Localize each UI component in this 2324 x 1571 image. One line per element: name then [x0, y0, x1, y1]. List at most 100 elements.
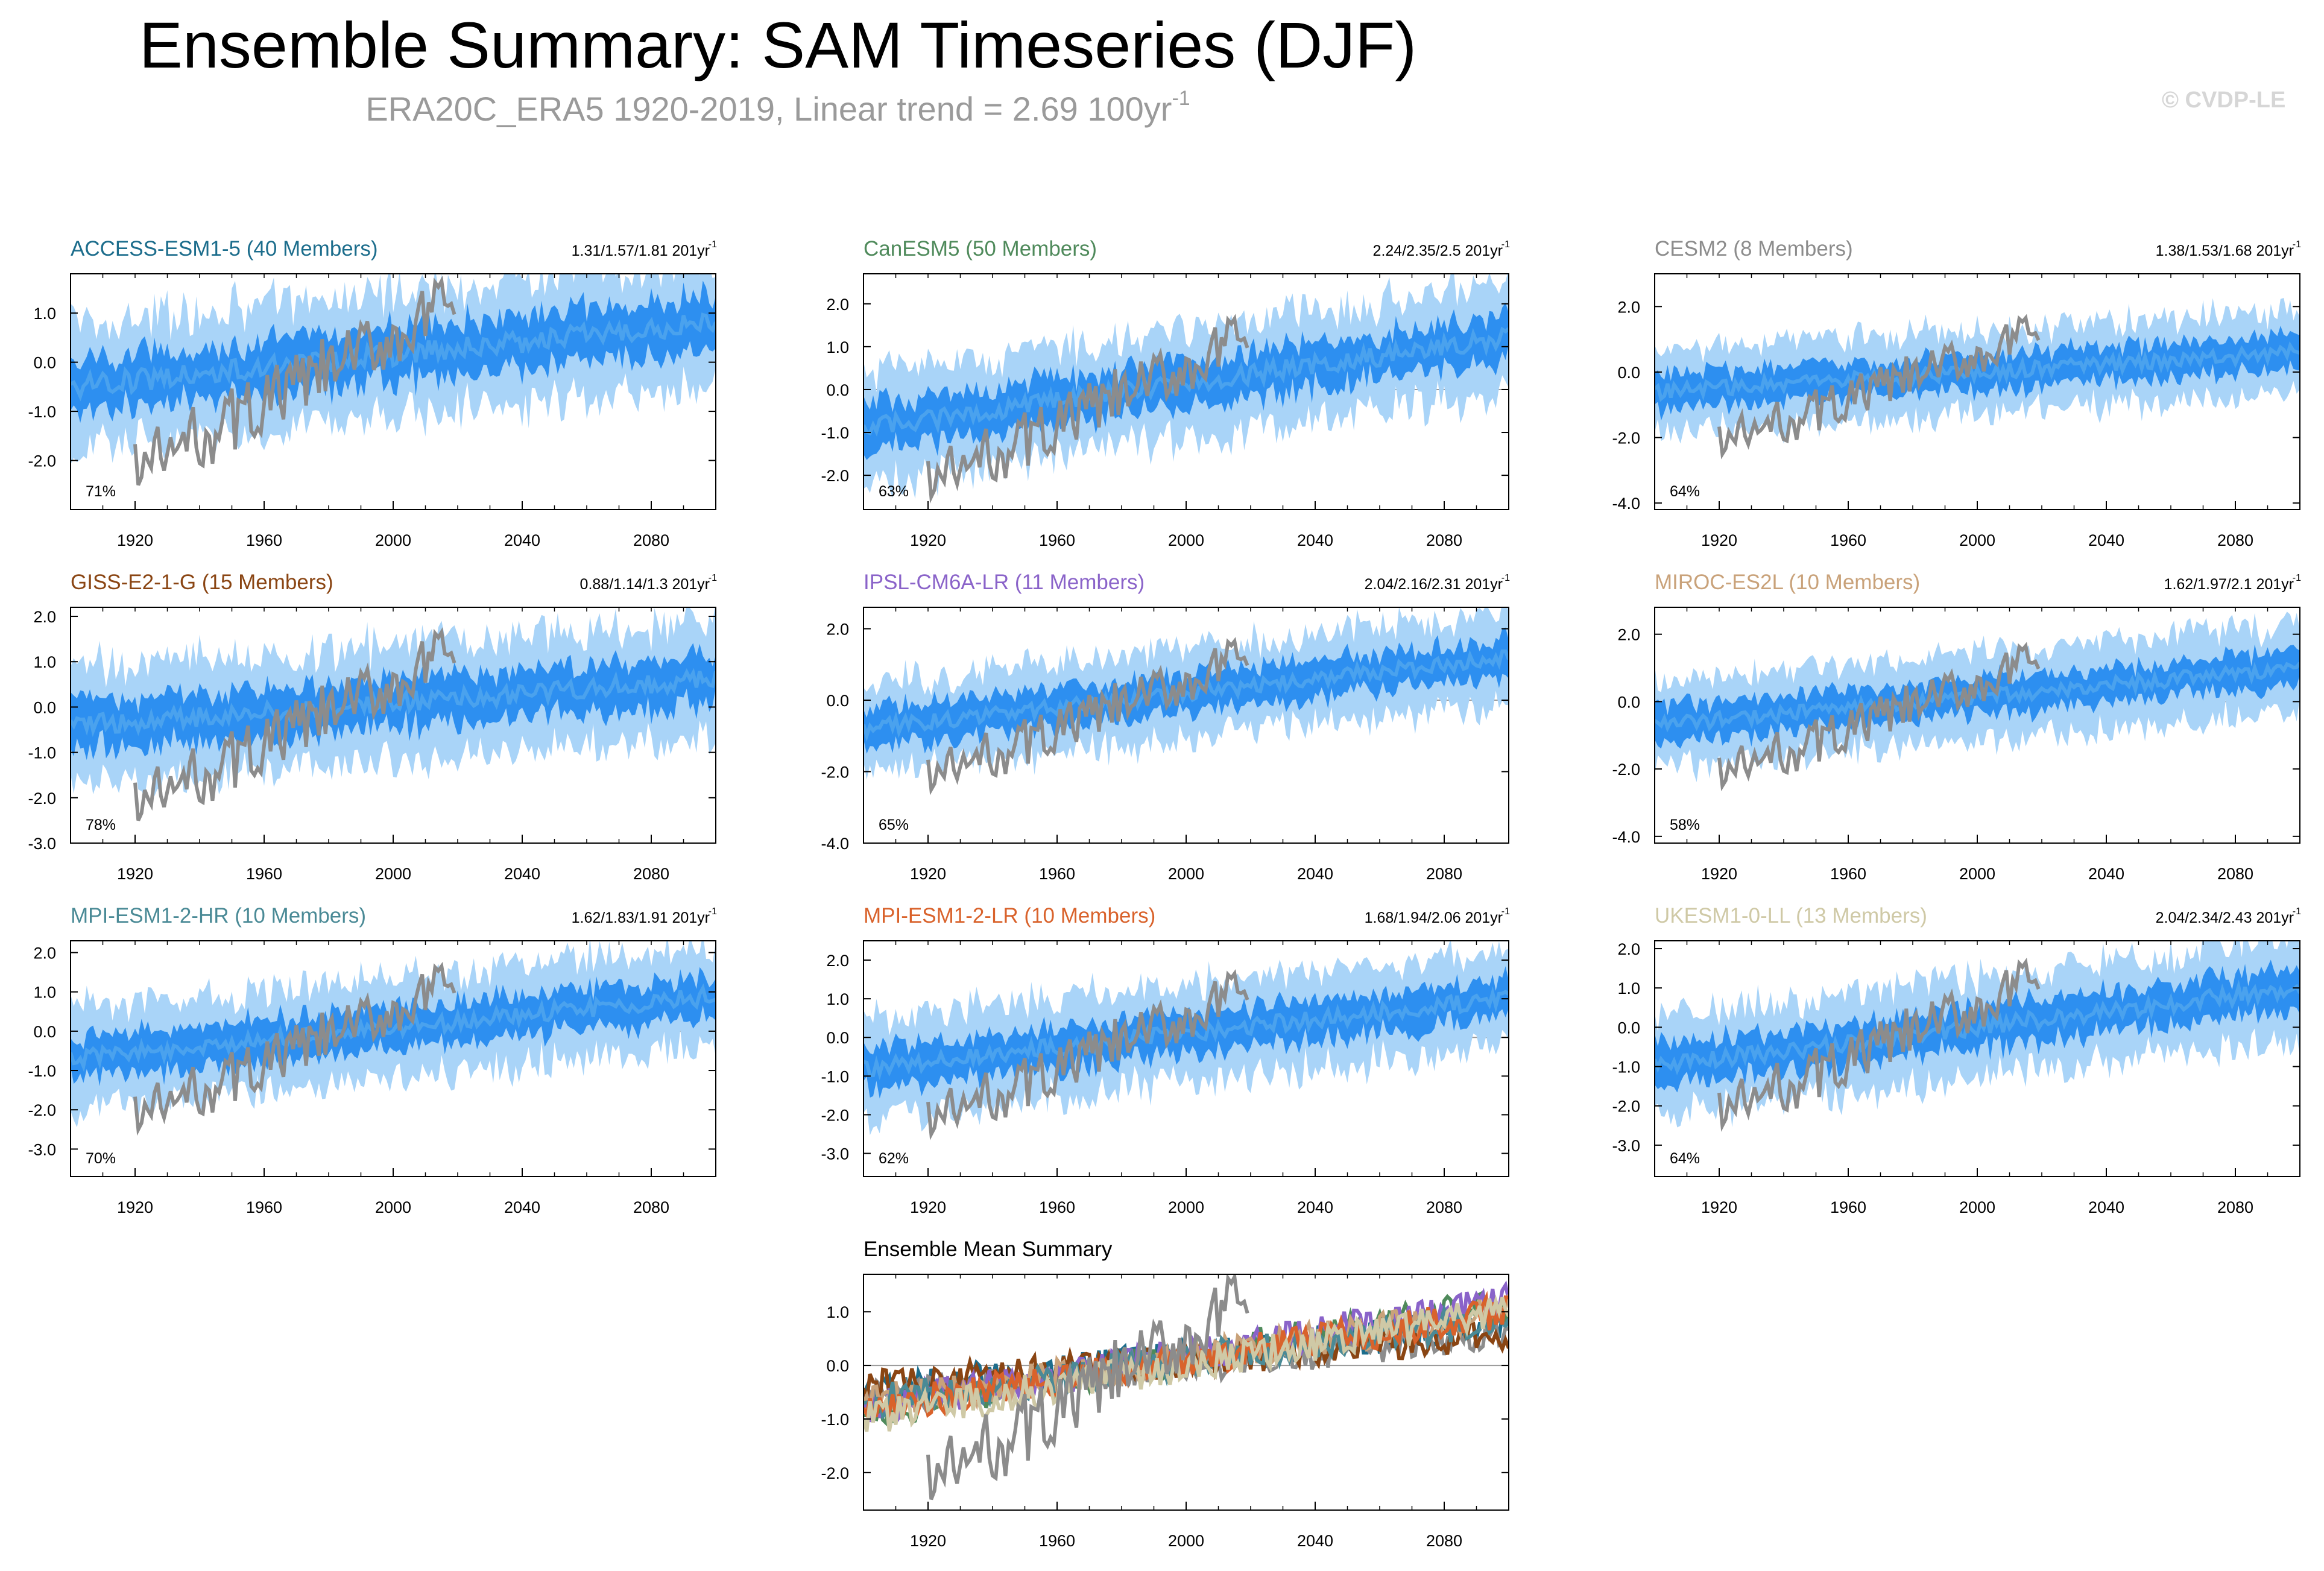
y-tick-label: 2.0 [33, 608, 56, 626]
y-tick-label: -3.0 [821, 1145, 849, 1163]
y-tick-label: -2.0 [821, 1106, 849, 1124]
x-tick-label: 2040 [2088, 1198, 2124, 1216]
plot-area [1655, 941, 2300, 1132]
model-mean-line-ukesm1-0-ll [864, 1294, 1509, 1432]
observations-line [1717, 958, 2041, 1132]
y-tick-label: -2.0 [821, 467, 849, 485]
page-title: Ensemble Summary: SAM Timeseries (DJF) [139, 8, 1417, 81]
trend-label: 1.62/1.83/1.91 201yr [572, 909, 710, 926]
observations-line [133, 961, 456, 1136]
ensemble-mean-line [864, 650, 1509, 742]
x-tick-label: 1920 [910, 531, 946, 549]
plot-area [1655, 298, 2300, 460]
x-tick-label: 1960 [1039, 865, 1075, 883]
x-tick-label: 2040 [2088, 531, 2124, 549]
ensemble-spread-inner [864, 303, 1509, 460]
y-tick-label: 0.0 [1617, 364, 1640, 382]
ensemble-mean-line [1655, 979, 2300, 1075]
y-tick-label: 0.0 [33, 698, 56, 716]
y-tick-label: -2.0 [28, 789, 56, 808]
plot-area [71, 941, 716, 1136]
panel-title: MIROC-ES2L (10 Members) [1655, 571, 1920, 594]
x-tick-label: 2000 [1168, 531, 1204, 549]
x-tick-label: 1920 [117, 531, 153, 549]
plot-area [71, 607, 716, 821]
panel-title: ACCESS-ESM1-5 (40 Members) [71, 237, 378, 261]
x-tick-label: 2080 [2217, 865, 2253, 883]
trend-label-superscript: -1 [709, 573, 717, 583]
observations-line [926, 1274, 1249, 1500]
observations-line [1717, 314, 2041, 460]
panel-title: MPI-ESM1-2-HR (10 Members) [71, 904, 366, 928]
subtitle-superscript: -1 [1172, 87, 1190, 110]
trend-label-superscript: -1 [1501, 573, 1510, 583]
y-tick-label: -2.0 [28, 1101, 56, 1119]
y-tick-label: -1.0 [821, 1411, 849, 1429]
x-tick-label: 2000 [1959, 531, 1995, 549]
x-tick-label: 2080 [633, 865, 669, 883]
percent-label: 64% [1670, 483, 1700, 500]
x-tick-label: 2040 [1297, 1532, 1333, 1550]
y-tick-label: -1.0 [821, 1067, 849, 1086]
y-tick-label: 2.0 [1617, 940, 1640, 958]
x-tick-label: 2080 [1426, 531, 1462, 549]
trend-label: 1.38/1.53/1.68 201yr [2156, 242, 2294, 259]
x-tick-label: 1960 [1830, 865, 1866, 883]
panel-title: GISS-E2-1-G (15 Members) [71, 571, 333, 594]
y-tick-label: 0.0 [1617, 693, 1640, 711]
copyright-label: © CVDP-LE [2162, 87, 2286, 113]
page-subtitle: ERA20C_ERA5 1920-2019, Linear trend = 2.… [0, 87, 1556, 128]
x-tick-label: 2080 [633, 531, 669, 549]
x-tick-label: 1920 [1701, 531, 1737, 549]
x-tick-label: 1920 [1701, 1198, 1737, 1216]
y-tick-label: -1.0 [28, 1062, 56, 1080]
chart-panel-8: MPI-ESM1-2-LR (10 Members) 1.68/1.94/2.06… [821, 904, 1510, 1216]
x-tick-label: 1960 [246, 1198, 282, 1216]
ensemble-mean-line [71, 668, 716, 738]
x-tick-label: 2000 [1959, 1198, 1995, 1216]
ensemble-spread-inner [71, 967, 716, 1087]
observations-line [133, 627, 456, 821]
y-tick-label: -3.0 [1612, 1137, 1640, 1155]
plot-area [71, 274, 716, 486]
x-tick-label: 1960 [1830, 1198, 1866, 1216]
y-tick-label: 1.0 [826, 990, 849, 1008]
x-tick-label: 1960 [246, 531, 282, 549]
y-tick-label: -2.0 [1612, 760, 1640, 779]
trend-label: 2.04/2.16/2.31 201yr [1365, 576, 1503, 593]
ensemble-spread-inner [71, 280, 716, 423]
x-tick-label: 1920 [1701, 865, 1737, 883]
y-tick-label: -2.0 [1612, 1098, 1640, 1116]
observations-line [926, 314, 1249, 504]
y-tick-label: 0.0 [33, 354, 56, 372]
x-tick-label: 1920 [910, 1198, 946, 1216]
panel-title: IPSL-CM6A-LR (11 Members) [864, 571, 1145, 594]
y-tick-label: -2.0 [821, 1464, 849, 1482]
y-tick-label: -2.0 [821, 763, 849, 782]
x-tick-label: 2040 [2088, 865, 2124, 883]
x-tick-label: 2000 [1168, 865, 1204, 883]
y-tick-label: -4.0 [1612, 495, 1640, 513]
y-tick-label: 1.0 [33, 305, 56, 323]
y-tick-label: -4.0 [821, 835, 849, 853]
chart-panel-9: UKESM1-0-LL (13 Members) 2.04/2.34/2.43 2… [1612, 904, 2301, 1216]
y-tick-label: -1.0 [28, 403, 56, 421]
y-tick-label: -3.0 [28, 835, 56, 853]
x-tick-label: 2040 [504, 531, 540, 549]
percent-label: 64% [1670, 1150, 1700, 1167]
panel-title: UKESM1-0-LL (13 Members) [1655, 904, 1927, 928]
ensemble-mean-line [864, 986, 1509, 1081]
chart-panel-1: ACCESS-ESM1-5 (40 Members) 1.31/1.57/1.81… [28, 237, 717, 549]
y-tick-label: 0.0 [826, 692, 849, 710]
percent-label: 70% [86, 1150, 116, 1167]
plot-area [864, 607, 1509, 795]
plot-area [864, 274, 1509, 504]
x-tick-label: 2000 [1168, 1532, 1204, 1550]
chart-panel-3: CESM2 (8 Members) 1.38/1.53/1.68 201yr-1 -… [1612, 237, 2301, 549]
y-tick-label: 1.0 [826, 338, 849, 356]
trend-label: 2.24/2.35/2.5 201yr [1373, 242, 1503, 259]
ensemble-mean-line [71, 312, 716, 402]
x-tick-label: 1960 [246, 865, 282, 883]
y-tick-label: -4.0 [1612, 828, 1640, 846]
